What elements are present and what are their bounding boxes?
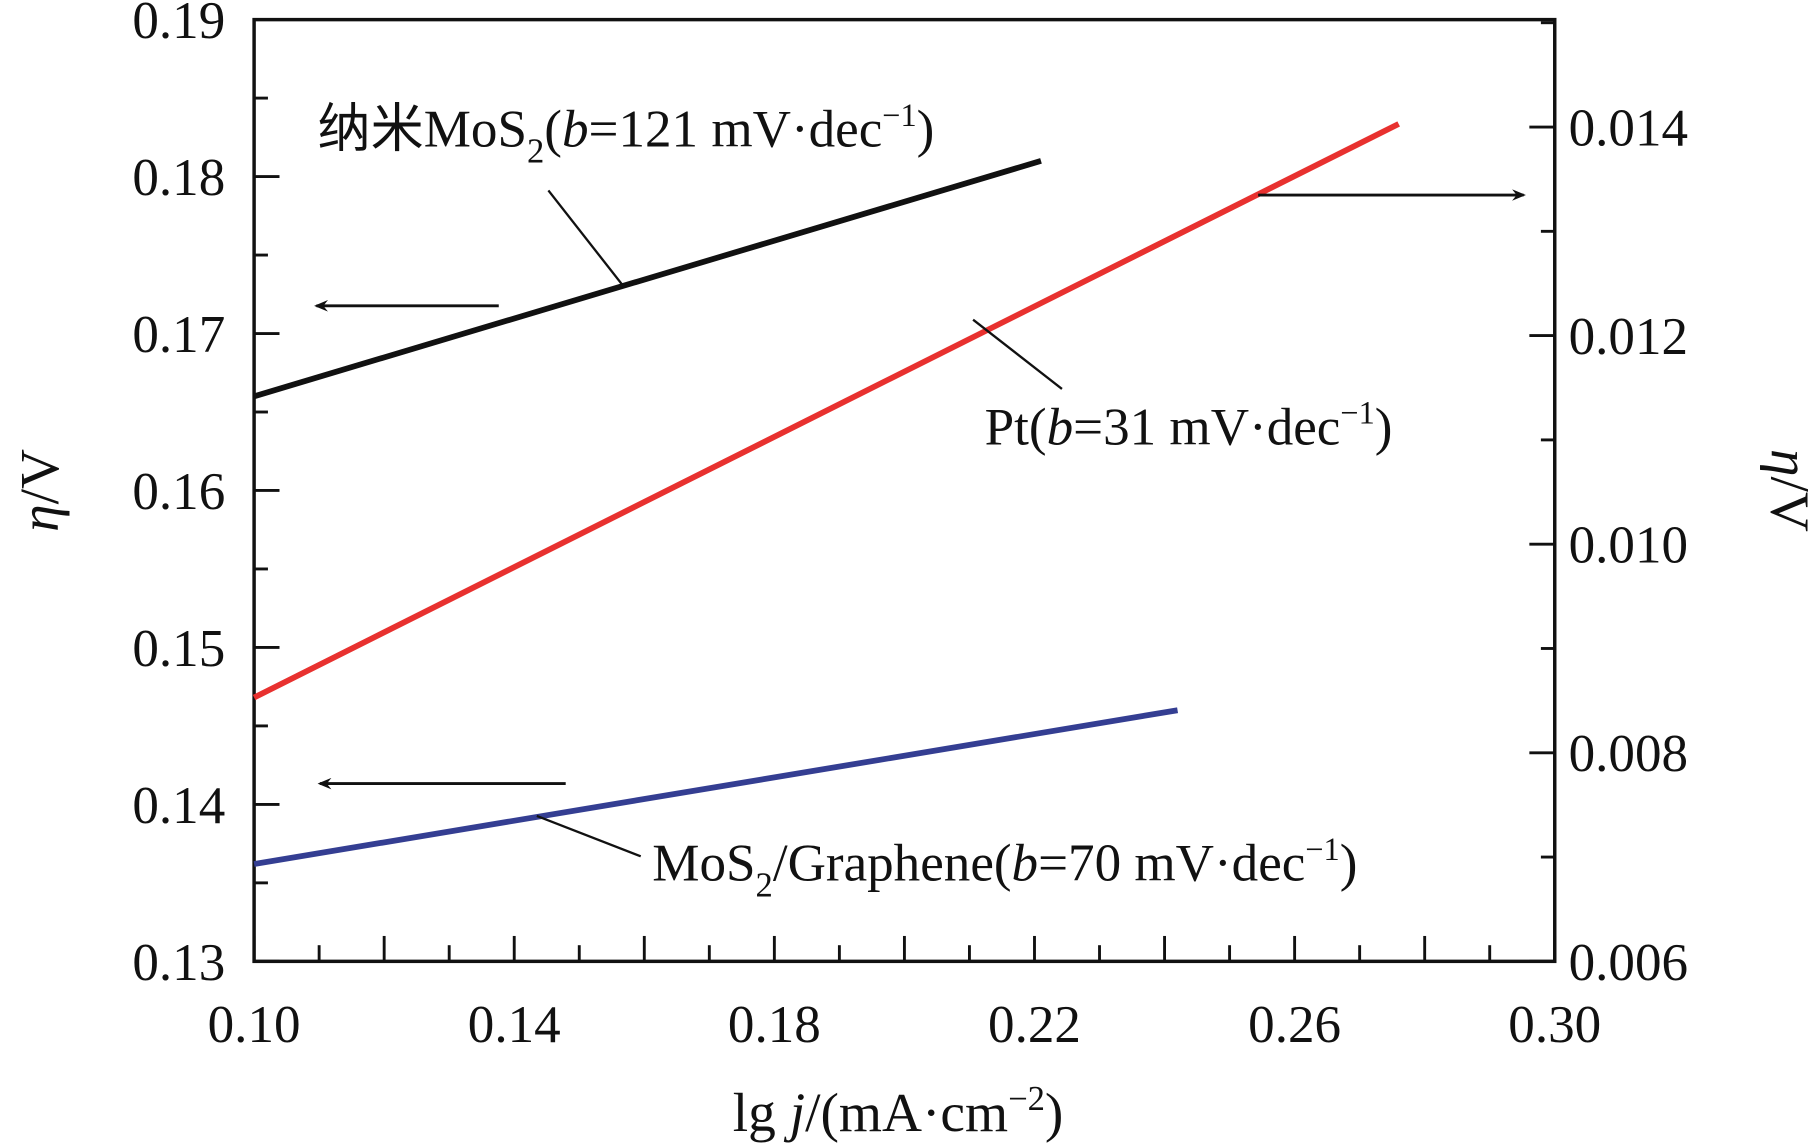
axis-ticks: 0.10 0.14 0.18 0.22 0.26 0.30 0.13 0.14 0.15 0.16… xyxy=(132,0,1688,1054)
x-tick-label: 0.18 xyxy=(728,996,821,1054)
y-axis-right-title: η/V xyxy=(1760,449,1810,532)
leader-line-mos2 xyxy=(547,189,625,287)
y-left-tick-label: 0.13 xyxy=(132,934,225,992)
y-right-tick-label: 0.012 xyxy=(1569,308,1688,366)
series-line-0 xyxy=(253,158,1042,400)
leader-line-graphene xyxy=(536,814,642,858)
x-tick-label: 0.26 xyxy=(1248,996,1341,1054)
x-axis-title: lg j/(mA·cm−2) xyxy=(733,1080,1064,1143)
label-mos2-graphene: MoS2/Graphene(b=70 mV·dec−1) xyxy=(652,831,1357,905)
y-left-tick-label: 0.16 xyxy=(132,463,225,521)
y-axis-left-title: η/V xyxy=(9,449,70,532)
series-line-2 xyxy=(253,707,1179,867)
series-lines xyxy=(252,121,1400,867)
y-left-tick-label: 0.19 xyxy=(132,0,225,50)
y-right-tick-label: 0.010 xyxy=(1569,517,1688,575)
x-tick-label: 0.30 xyxy=(1508,996,1601,1054)
series-line-1 xyxy=(252,121,1400,701)
label-nano-mos2: 纳米MoS2(b=121 mV·dec−1) xyxy=(318,97,935,171)
x-tick-label: 0.10 xyxy=(208,996,301,1054)
y-left-tick-label: 0.18 xyxy=(132,149,225,207)
x-tick-label: 0.14 xyxy=(468,996,561,1054)
y-left-tick-label: 0.17 xyxy=(132,306,225,364)
y-left-tick-label: 0.15 xyxy=(132,620,225,678)
label-pt: Pt(b=31 mV·dec−1) xyxy=(985,395,1393,457)
plot-frame xyxy=(252,17,1557,964)
y-left-tick-label: 0.14 xyxy=(132,777,225,835)
x-tick-label: 0.22 xyxy=(988,996,1081,1054)
y-right-tick-label: 0.008 xyxy=(1569,725,1688,783)
y-right-tick-label: 0.006 xyxy=(1569,934,1688,992)
y-right-tick-label: 0.014 xyxy=(1569,100,1688,158)
leader-line-pt xyxy=(972,318,1063,390)
